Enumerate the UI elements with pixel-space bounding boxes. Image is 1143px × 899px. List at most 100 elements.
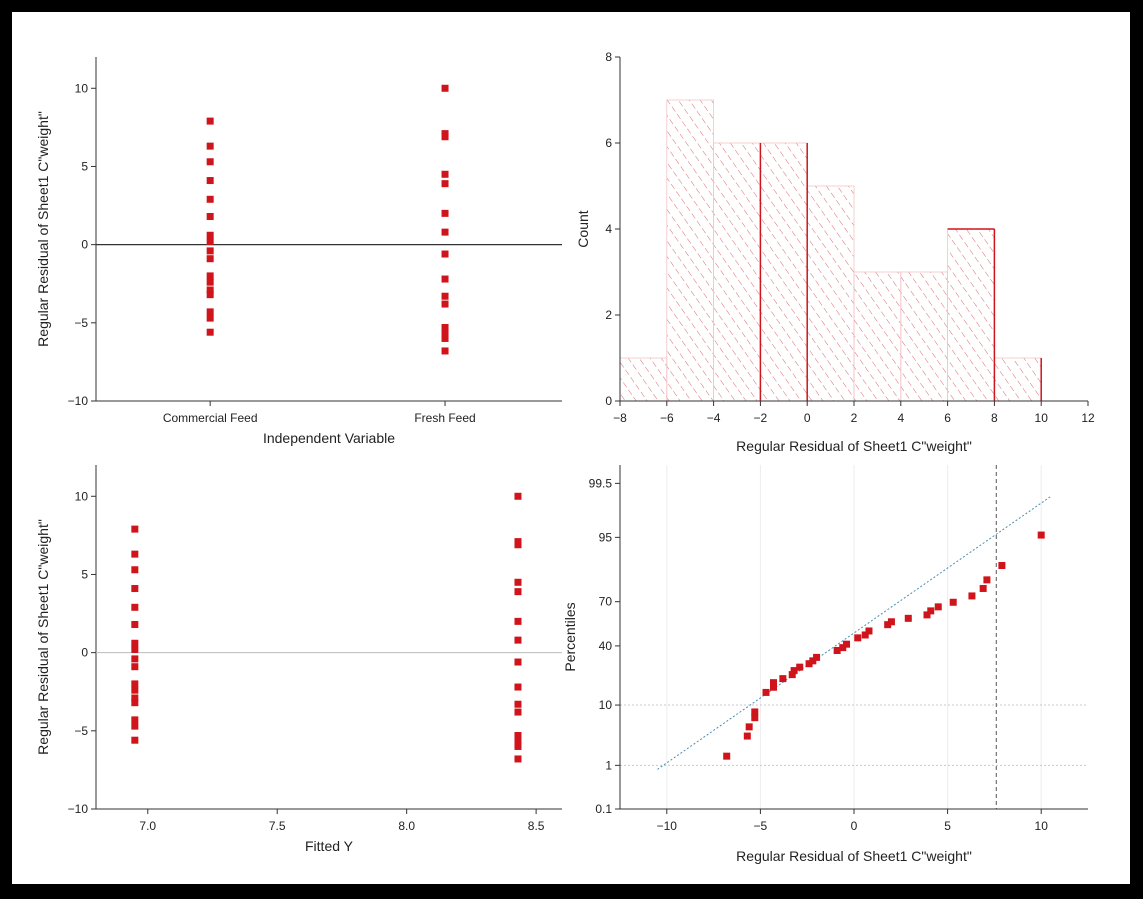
p1-y-tick-label: −10: [68, 394, 89, 408]
p4-y-tick-label: 10: [599, 698, 613, 712]
p3-point: [514, 738, 522, 746]
p2-y-tick-label: 8: [605, 50, 612, 64]
p4-x-tick-label: 0: [851, 819, 858, 833]
p3-point: [131, 694, 139, 702]
p2-x-tick-label: 6: [944, 411, 951, 425]
p3-point: [514, 636, 522, 644]
p1-point: [206, 212, 214, 220]
p1-x-label: Independent Variable: [263, 430, 395, 446]
p2-bar: [806, 185, 855, 402]
p3-point: [131, 585, 139, 593]
p2-bar: [760, 142, 808, 402]
p4-point: [904, 614, 912, 622]
p4-point: [751, 714, 759, 722]
p1-point: [206, 238, 214, 246]
p4-point: [723, 752, 731, 760]
p1-y-tick-label: −5: [74, 316, 88, 330]
p2-x-tick-label: 10: [1035, 411, 1049, 425]
p2-x-tick-label: −4: [707, 411, 721, 425]
p1-point: [206, 278, 214, 286]
residual-plots-figure: −10 −5 0 5 10 Commercial Feed Fresh Feed Regula…: [35, 50, 1095, 864]
p1-point: [206, 247, 214, 255]
p3-point: [131, 566, 139, 574]
p4-point: [887, 618, 895, 626]
p3-point: [131, 603, 139, 611]
p1-y-tick-label: 10: [75, 81, 89, 95]
p4-point: [762, 688, 770, 696]
p2-bar: [947, 228, 995, 402]
p4-point: [927, 607, 935, 615]
p4-y-tick-label: 0.1: [595, 802, 612, 816]
p4-y-tick-label: 99.5: [589, 476, 613, 490]
p3-point: [514, 732, 522, 740]
p2-x-tick-label: 12: [1081, 411, 1095, 425]
p4-point: [833, 646, 841, 654]
p1-y-tick-label: 0: [81, 238, 88, 252]
figure-frame: −10 −5 0 5 10 Commercial Feed Fresh Feed Regula…: [12, 12, 1130, 884]
p3-x-label: Fitted Y: [305, 838, 354, 854]
p3-point: [131, 699, 139, 707]
p3-point: [131, 550, 139, 558]
p3-point: [131, 680, 139, 688]
p3-y-tick-label: 0: [81, 646, 88, 660]
p3-y-label: Regular Residual of Sheet1 C"weight": [35, 519, 51, 755]
p4-point: [743, 732, 751, 740]
p4-point: [809, 657, 817, 665]
p3-y-tick-label: 5: [81, 567, 88, 581]
p2-x-tick-label: −2: [754, 411, 768, 425]
p3-point: [514, 588, 522, 596]
p3-point: [514, 578, 522, 586]
p1-point: [441, 300, 449, 308]
p4-point: [839, 644, 847, 652]
p4-y-tick-label: 40: [599, 639, 613, 653]
p4-point: [751, 708, 759, 716]
p1-point: [441, 170, 449, 178]
p1-point: [441, 84, 449, 92]
p3-point: [131, 663, 139, 671]
p3-point: [514, 658, 522, 666]
p4-point: [790, 667, 798, 675]
p1-point: [441, 180, 449, 188]
p2-x-tick-label: −6: [660, 411, 674, 425]
p4-point: [983, 576, 991, 584]
p1-point: [441, 334, 449, 342]
p2-x-tick-label: −8: [613, 411, 627, 425]
p4-point: [865, 627, 873, 635]
p2-bar: [713, 142, 761, 402]
p2-y-tick-label: 2: [605, 308, 612, 322]
p4-point: [788, 671, 796, 679]
p1-x-tick-label: Fresh Feed: [414, 411, 475, 425]
p3-point: [514, 617, 522, 625]
p3-x-tick-label: 7.5: [269, 819, 286, 833]
p3-y-tick-label: −5: [74, 724, 88, 738]
p3-y-tick-label: 10: [75, 489, 89, 503]
p2-bar: [853, 271, 902, 402]
p3-point: [514, 708, 522, 716]
p3-x-tick-label: 8.0: [398, 819, 415, 833]
p1-point: [441, 209, 449, 217]
p4-point: [923, 611, 931, 619]
p1-point: [206, 142, 214, 150]
p4-point: [813, 653, 821, 661]
p2-x-tick-label: 4: [897, 411, 904, 425]
p1-point: [441, 292, 449, 300]
p4-y-label: Percentiles: [562, 602, 578, 671]
p4-point: [979, 584, 987, 592]
p2-x-tick-label: 8: [991, 411, 998, 425]
p3-point: [131, 525, 139, 533]
p1-y-label: Regular Residual of Sheet1 C"weight": [35, 111, 51, 347]
p1-point: [206, 177, 214, 185]
p4-x-tick-label: 5: [944, 819, 951, 833]
p1-point: [441, 133, 449, 141]
p4-point: [779, 675, 787, 683]
p4-point: [745, 723, 753, 731]
p4-x-tick-label: −5: [754, 819, 768, 833]
p3-point: [514, 541, 522, 549]
p2-x-label: Regular Residual of Sheet1 C"weight": [736, 438, 972, 454]
p2-bar: [619, 357, 668, 402]
p1-point: [206, 314, 214, 322]
p4-point: [1037, 531, 1045, 539]
p1-point: [441, 250, 449, 258]
p1-x-tick-label: Commercial Feed: [163, 411, 258, 425]
p2-x-tick-label: 2: [851, 411, 858, 425]
